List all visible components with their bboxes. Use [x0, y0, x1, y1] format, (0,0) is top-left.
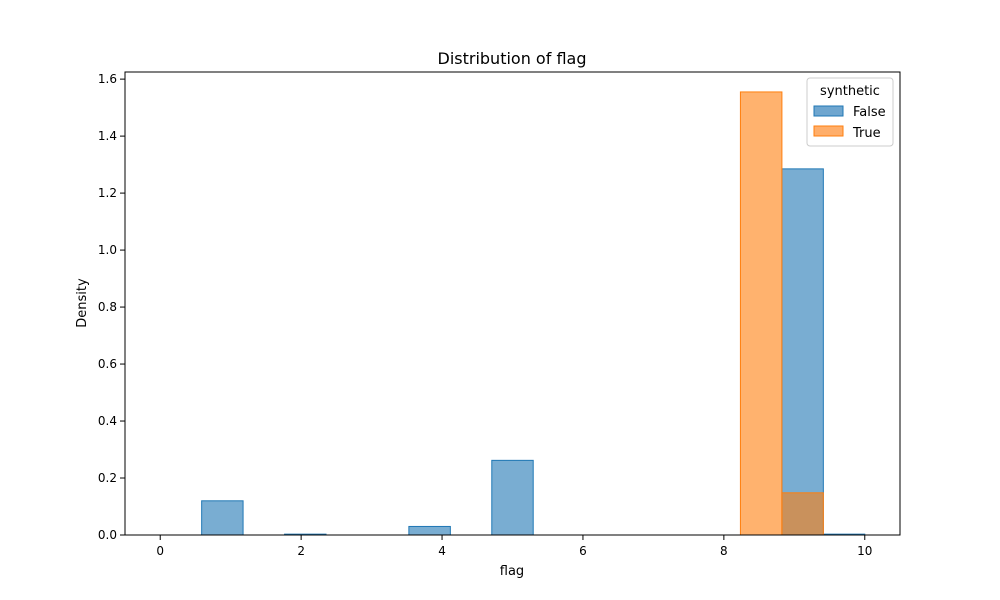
x-tick-label-0: 0 — [156, 544, 164, 558]
x-axis-label: flag — [500, 564, 524, 579]
y-axis-label: Density — [75, 278, 90, 328]
x-tick-label-8: 8 — [720, 544, 728, 558]
y-tick-label-7: 1.4 — [98, 129, 117, 143]
y-tick-label-0: 0.0 — [98, 528, 117, 542]
legend-swatch-true — [813, 125, 844, 137]
bar-true-14 — [739, 91, 783, 536]
y-tick-label-3: 0.6 — [98, 357, 117, 371]
x-tick-label-6: 6 — [579, 544, 587, 558]
y-tick-label-2: 0.4 — [98, 414, 117, 428]
y-tick-label-8: 1.6 — [98, 72, 117, 86]
x-tick-label-10: 10 — [857, 544, 872, 558]
axes-layer: 0 2 4 6 8 10 0.0 0.2 0.4 0.6 0.8 1.0 1.2 1.4 1.6 — [98, 71, 901, 558]
bar-true-15 — [781, 492, 824, 536]
bars-layer — [201, 91, 866, 536]
plot-frame — [124, 71, 901, 536]
bar-false-6 — [408, 525, 451, 536]
y-tick-label-4: 0.8 — [98, 300, 117, 314]
bar-false-1 — [201, 500, 244, 536]
bar-false-15 — [781, 168, 824, 536]
chart-title: Distribution of flag — [438, 49, 587, 68]
legend-title: synthetic — [820, 84, 880, 99]
legend: synthetic False True — [806, 77, 894, 147]
y-tick-label-1: 0.2 — [98, 471, 117, 485]
bar-false-8 — [491, 459, 534, 536]
x-tick-label-2: 2 — [297, 544, 305, 558]
legend-label-true: True — [852, 126, 881, 141]
y-tick-label-6: 1.2 — [98, 186, 117, 200]
y-tick-label-5: 1.0 — [98, 243, 117, 257]
legend-swatch-false — [813, 105, 844, 117]
legend-label-false: False — [853, 105, 886, 120]
x-tick-label-4: 4 — [438, 544, 446, 558]
